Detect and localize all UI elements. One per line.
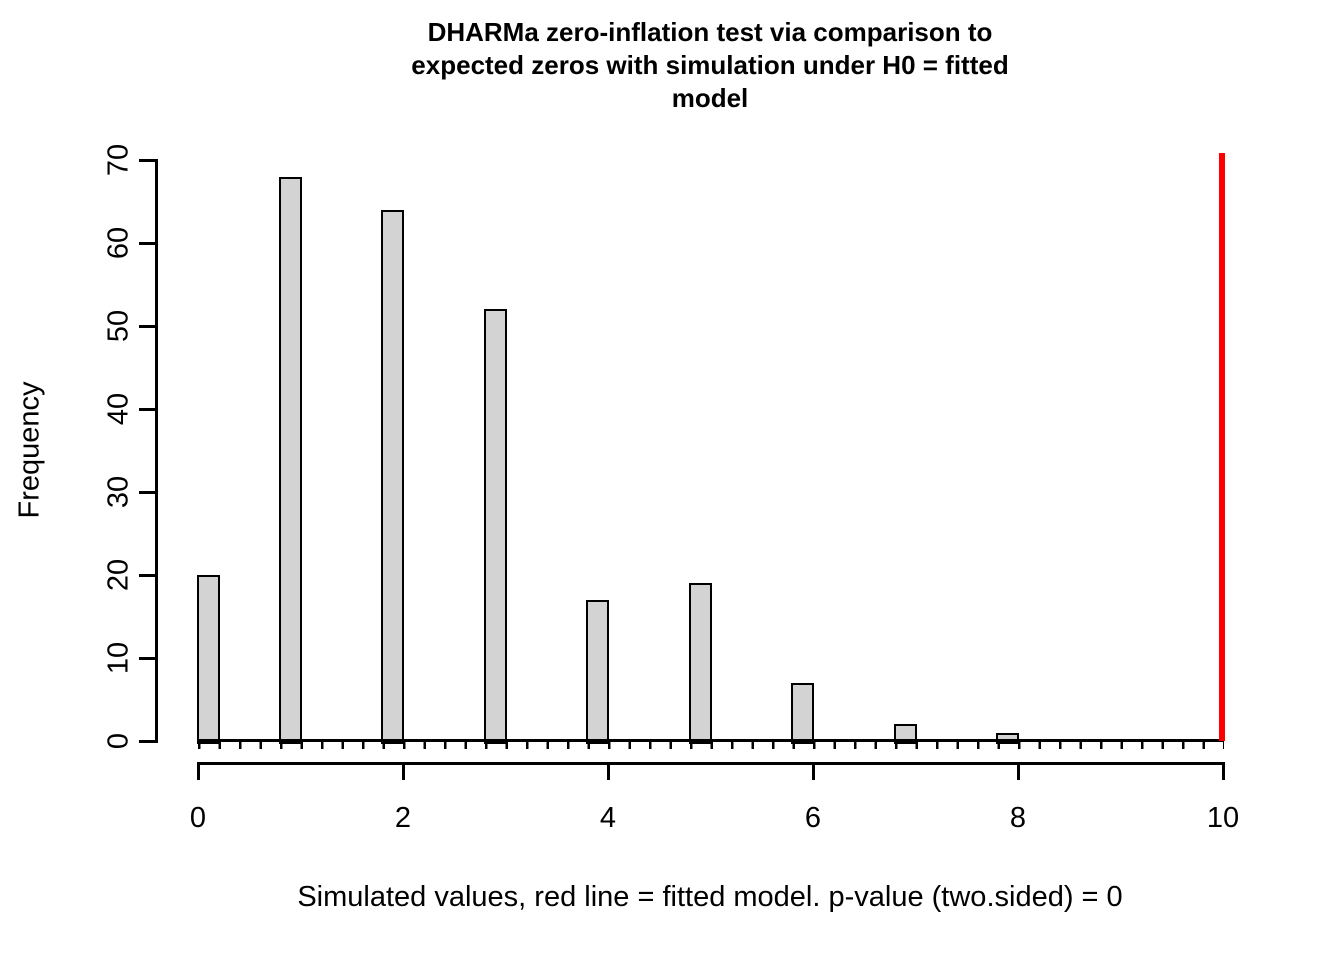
y-axis-tick-label: 70 bbox=[102, 143, 135, 177]
histogram-bar-x4 bbox=[586, 599, 610, 744]
y-axis-tick bbox=[139, 739, 155, 743]
chart-title-line-3: model bbox=[671, 83, 749, 113]
x-axis-tick-label: 0 bbox=[189, 802, 207, 834]
x-axis-tick bbox=[1221, 762, 1225, 780]
y-axis-tick-label: 10 bbox=[102, 641, 135, 675]
y-axis-tick-label: 20 bbox=[102, 558, 135, 592]
histogram-baseline bbox=[198, 739, 1224, 749]
chart-title: DHARMa zero-inflation test via compariso… bbox=[411, 16, 1008, 115]
histogram-bar-x5 bbox=[688, 583, 712, 744]
y-axis-tick bbox=[139, 158, 155, 162]
x-axis-tick-label: 2 bbox=[394, 802, 412, 834]
y-axis-line bbox=[155, 158, 158, 743]
x-axis-tick-label: 10 bbox=[1206, 802, 1240, 834]
y-axis-tick-label: 0 bbox=[102, 732, 135, 750]
y-axis-tick bbox=[139, 573, 155, 577]
x-axis-tick bbox=[606, 762, 610, 780]
histogram-bar-x3 bbox=[483, 309, 507, 744]
y-axis-tick-label: 30 bbox=[102, 475, 135, 509]
fitted-model-red-line bbox=[1218, 153, 1225, 741]
y-axis-tick-label: 60 bbox=[102, 226, 135, 260]
y-axis-tick bbox=[139, 407, 155, 411]
histogram-bar-x6 bbox=[791, 682, 815, 744]
x-axis-tick bbox=[196, 762, 200, 780]
chart-title-line-1: DHARMa zero-inflation test via compariso… bbox=[427, 17, 993, 47]
chart-title-line-2: expected zeros with simulation under H0 … bbox=[411, 50, 1009, 80]
y-axis-tick bbox=[139, 241, 155, 245]
x-axis-tick bbox=[811, 762, 815, 780]
y-axis-tick-label: 50 bbox=[102, 309, 135, 343]
y-axis-tick bbox=[139, 324, 155, 328]
x-axis-tick bbox=[1016, 762, 1020, 780]
y-axis-tick-label: 40 bbox=[102, 392, 135, 426]
x-axis-tick-label: 6 bbox=[804, 802, 822, 834]
x-axis-caption: Simulated values, red line = fitted mode… bbox=[297, 881, 1123, 913]
x-axis-tick-label: 8 bbox=[1009, 802, 1027, 834]
x-axis-tick-label: 4 bbox=[599, 802, 617, 834]
histogram-bar-x1 bbox=[278, 176, 302, 744]
x-axis-line bbox=[196, 762, 1225, 765]
y-axis-tick bbox=[139, 490, 155, 494]
y-axis-label: Frequency bbox=[13, 381, 46, 519]
y-axis-tick bbox=[139, 656, 155, 660]
x-axis-tick bbox=[401, 762, 405, 780]
histogram-bar-x2 bbox=[381, 209, 405, 744]
histogram-bar-x0 bbox=[196, 575, 220, 744]
